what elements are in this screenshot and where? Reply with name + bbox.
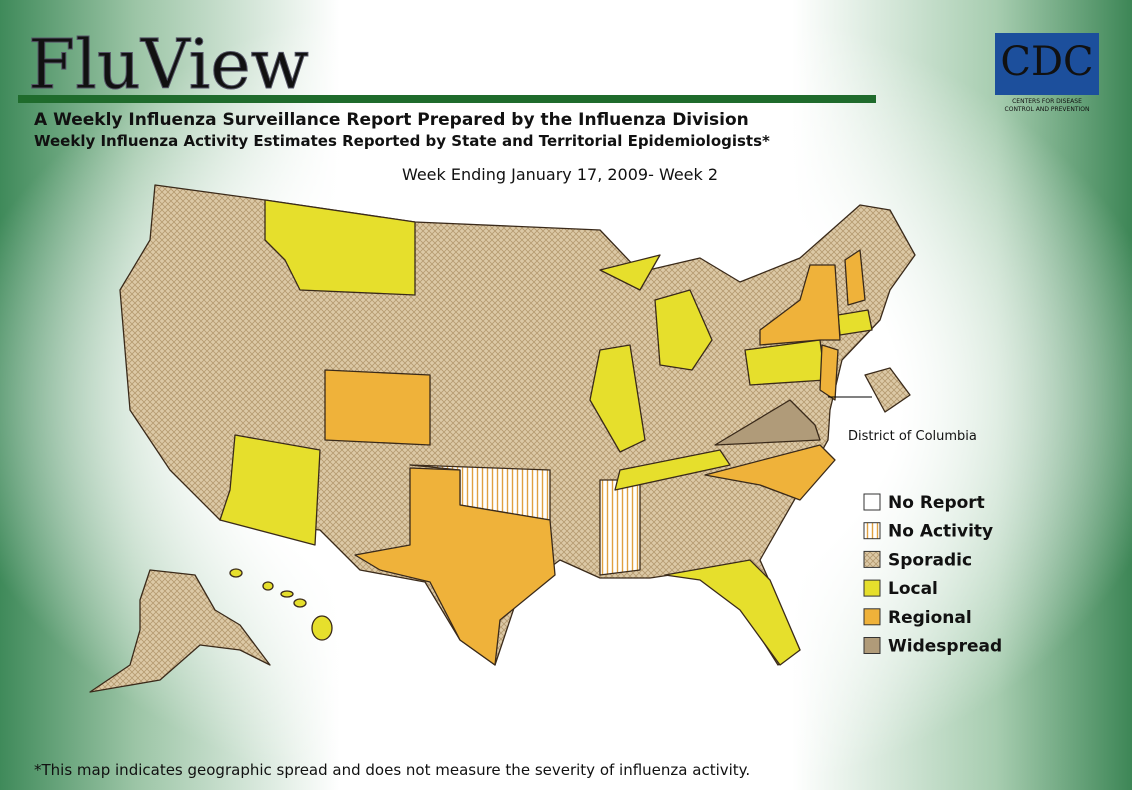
state [759, 264, 841, 346]
legend-swatch [863, 493, 881, 511]
logo-text: CDC [1000, 39, 1093, 85]
state [614, 449, 731, 491]
week-label: Week Ending January 17, 2009- Week 2 [402, 165, 718, 184]
subtitle-2: Weekly Influenza Activity Estimates Repo… [34, 132, 770, 150]
legend-label: Local [888, 579, 938, 599]
state [599, 254, 661, 291]
state [264, 199, 416, 296]
state [354, 467, 556, 666]
state [219, 434, 321, 546]
state [837, 309, 873, 336]
state [311, 615, 333, 641]
logo-tagline: CONTROL AND PREVENTION [1005, 106, 1090, 113]
legend-label: Widespread [888, 637, 1002, 657]
legend: No Report No Activity Sporadic Local Regiona… [863, 493, 1002, 657]
dc-label: District of Columbia [848, 429, 977, 444]
state [280, 590, 294, 598]
legend-label: No Activity [888, 522, 993, 542]
state [324, 369, 431, 446]
state [714, 399, 821, 446]
legend-swatch [863, 608, 881, 626]
title: FluView [28, 26, 309, 105]
legend-swatch [863, 522, 881, 540]
dc-inset [864, 367, 911, 413]
subtitle: A Weekly Influenza Surveillance Report P… [34, 110, 749, 130]
state [844, 249, 866, 306]
state [293, 598, 307, 608]
legend-swatch [863, 579, 881, 597]
state [654, 289, 713, 371]
state [819, 344, 839, 401]
logo-tagline: CENTERS FOR DISEASE [1012, 98, 1082, 105]
title-rule [18, 95, 876, 103]
state [589, 344, 646, 453]
state [599, 479, 641, 576]
logo-box [995, 33, 1099, 95]
state [89, 569, 271, 693]
state [262, 581, 274, 591]
state [664, 559, 801, 666]
state [229, 568, 243, 578]
legend-label: Regional [888, 608, 972, 628]
us-map [89, 184, 916, 693]
legend-label: Sporadic [888, 550, 972, 570]
state [704, 444, 836, 501]
legend-swatch [863, 550, 881, 568]
legend-swatch [863, 637, 881, 654]
footnote: *This map indicates geographic spread an… [34, 761, 750, 779]
legend-label: No Report [888, 493, 985, 513]
